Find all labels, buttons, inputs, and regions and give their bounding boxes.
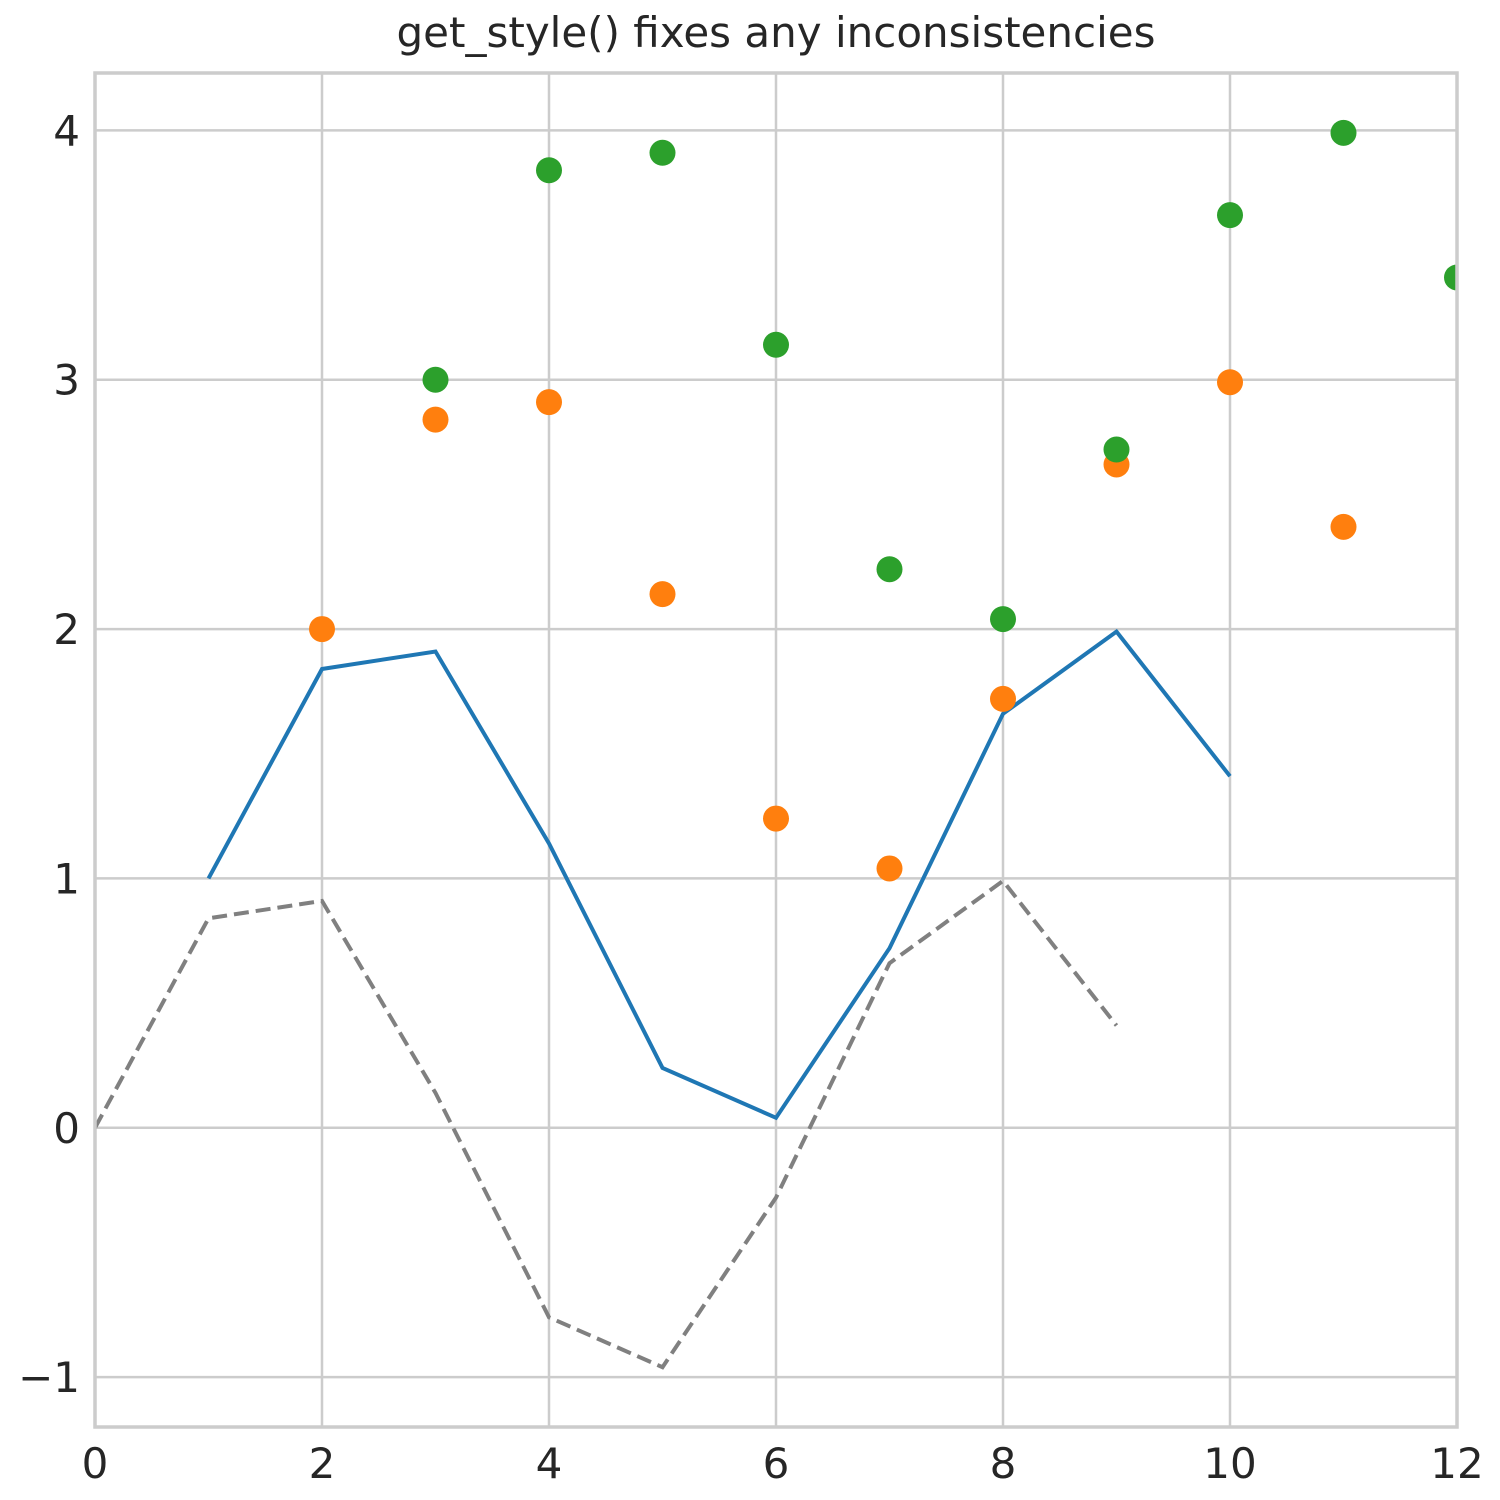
scatter-marker (1217, 202, 1243, 229)
scatter-marker (990, 606, 1016, 633)
x-axis-ticks: 0 2 4 6 8 10 12 (82, 1439, 1484, 1488)
scatter-marker (1444, 264, 1457, 291)
scatter-marker (876, 556, 903, 583)
scatter-marker (763, 805, 789, 832)
scatter-marker (763, 331, 789, 358)
y-tick-label: 0 (53, 1104, 80, 1153)
scatter-marker (1330, 513, 1357, 540)
scatter-marker (422, 406, 449, 433)
scatter-marker (422, 366, 449, 393)
y-tick-label: 2 (53, 605, 80, 654)
x-tick-label: 0 (82, 1439, 109, 1488)
scatter-marker (649, 139, 676, 166)
dashed-line-series (95, 878, 1119, 1370)
x-tick-label: 6 (763, 1439, 790, 1488)
x-tick-label: 12 (1430, 1439, 1483, 1488)
y-tick-label: 4 (53, 106, 80, 155)
scatter-marker (536, 389, 562, 416)
scatter-marker (649, 581, 676, 608)
scatter-marker (1217, 369, 1243, 396)
chart-title: get_style() fixes any inconsistencies (396, 8, 1156, 57)
x-tick-label: 8 (990, 1439, 1017, 1488)
x-tick-label: 4 (536, 1439, 563, 1488)
grid-lines (93, 73, 1459, 1427)
scatter-marker (876, 855, 903, 882)
data-series (95, 119, 1457, 1370)
scatter-marker (536, 157, 562, 184)
solid-line-series (206, 628, 1232, 1121)
y-tick-label: 3 (53, 356, 80, 405)
x-tick-label: 2 (309, 1439, 336, 1488)
scatter-marker (990, 685, 1016, 712)
scatter-marker (1103, 436, 1130, 463)
scatter-marker (309, 616, 335, 643)
y-tick-label: −1 (18, 1353, 80, 1402)
y-axis-ticks: −1 0 1 2 3 4 (18, 106, 80, 1402)
scatter-marker (1330, 119, 1357, 146)
x-tick-label: 10 (1203, 1439, 1256, 1488)
axes-frame (93, 71, 1459, 1429)
y-tick-label: 1 (53, 854, 80, 903)
